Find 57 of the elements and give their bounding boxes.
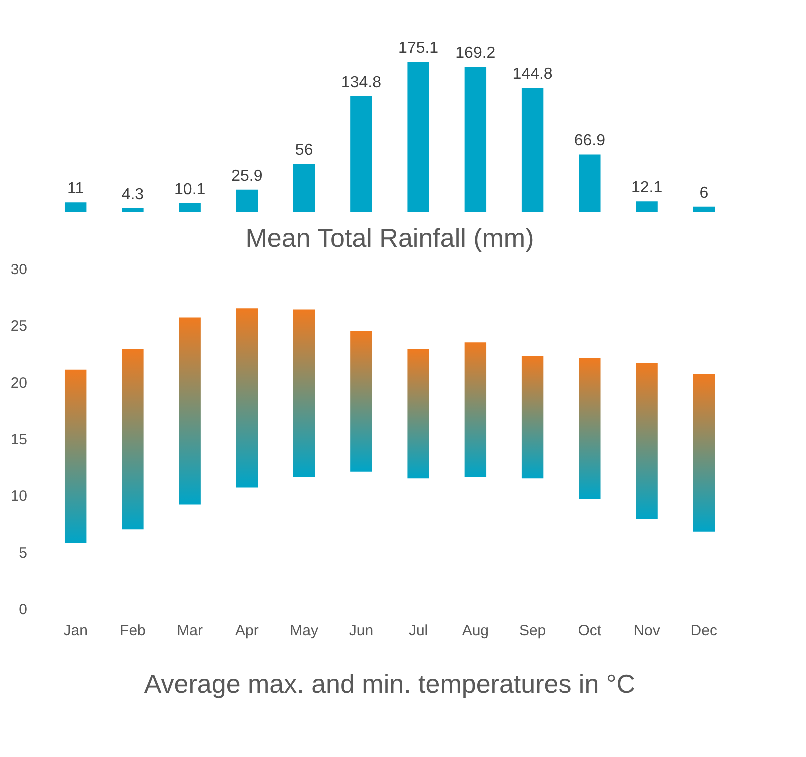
bar [522,356,544,479]
data-label: 4.3 [122,186,144,204]
bar [579,154,601,212]
bar [64,202,87,212]
data-label: 11 [68,180,84,198]
bar [408,349,430,479]
x-tick-label: May [290,622,319,640]
bar [522,88,544,212]
data-label: 66.9 [574,132,606,150]
bar [293,310,316,478]
bar [293,164,316,212]
x-tick-label: Jul [408,622,428,640]
x-tick-label: Sep [519,622,546,640]
data-label: 175.1 [398,40,439,57]
y-tick-label: 25 [10,318,28,336]
bar [179,318,201,505]
data-label: 169.2 [456,45,496,62]
bar [464,342,487,478]
bar [408,62,430,212]
bar [179,203,201,212]
data-label: 144.8 [512,66,553,83]
data-label: 12.1 [631,180,663,197]
bar [579,358,601,500]
bar [236,308,258,488]
y-tick-label: 20 [10,374,28,392]
x-tick-label: Mar [177,622,204,640]
y-tick-label: 30 [10,262,28,278]
text: Average max. and min. temperatures in °C [144,669,636,699]
bar [122,349,144,530]
bar [350,331,372,472]
x-tick-label: Feb [120,622,146,640]
bar [636,363,658,520]
x-tick-label: Oct [578,622,602,640]
text: Mean Total Rainfall (mm) [246,223,534,253]
bar [350,96,372,212]
bar [464,67,487,212]
y-tick-label: 10 [10,488,28,506]
x-tick-label: Apr [236,622,259,640]
bar [693,206,716,212]
y-tick-label: 0 [19,602,28,618]
x-tick-label: Jan [64,622,88,640]
data-label: 25.9 [232,168,263,185]
x-tick-label: Dec [690,622,718,640]
x-tick-label: Jun [349,622,374,640]
y-tick-label: 15 [10,432,28,448]
data-label: 56 [295,142,314,160]
bar [122,208,144,212]
bar [236,190,258,212]
x-tick-label: Aug [462,622,490,640]
bar [64,370,87,544]
bar [693,374,716,532]
data-label: 6 [700,184,709,202]
data-label: 134.8 [341,74,382,92]
data-label: 10.1 [174,181,206,198]
bar [636,202,658,212]
y-tick-label: 5 [19,544,28,562]
x-tick-label: Nov [634,622,661,640]
